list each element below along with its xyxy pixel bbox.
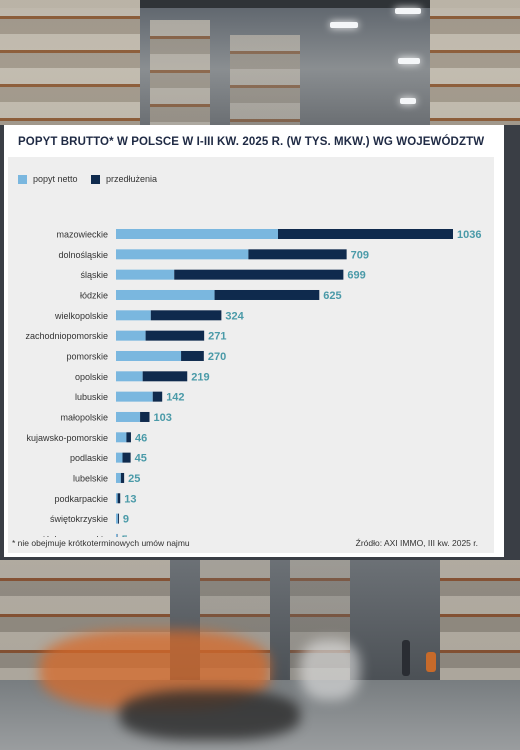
legend-label-popyt-netto: popyt netto xyxy=(33,174,78,184)
bar-popyt-netto-kujawsko-pomorskie xyxy=(116,432,127,443)
total-label: 270 xyxy=(208,351,226,363)
bar-popyt-netto-pomorskie xyxy=(116,350,182,361)
category-label: wielkopolskie xyxy=(54,311,108,321)
bar-popyt-netto-wielkopolskie xyxy=(116,310,151,321)
total-label: 699 xyxy=(347,270,365,282)
bar-popyt-netto-podkarpackie xyxy=(116,493,118,504)
chart-card: POPYT BRUTTO* W POLSCE W I-III KW. 2025 … xyxy=(4,125,504,557)
total-label: 271 xyxy=(208,331,226,343)
total-label: 219 xyxy=(191,371,209,383)
total-label: 13 xyxy=(124,493,136,505)
bar-przedluzenia-zachodniopomorskie xyxy=(145,330,205,341)
bar-popyt-netto-mazowieckie xyxy=(116,229,278,239)
chart-panel: popyt netto przedłużenia mazowieckie 1036… xyxy=(8,157,494,553)
category-label: podlaskie xyxy=(70,453,108,463)
bar-przedluzenia-dolnośląskie xyxy=(248,249,347,260)
category-label: lubelskie xyxy=(73,473,108,483)
warehouse-photo-top xyxy=(0,0,520,125)
bar-chart: mazowieckie 1036 dolnośląskie 709 śląskie 699… xyxy=(20,229,481,537)
bar-popyt-netto-łódzkie xyxy=(116,289,215,300)
category-label: mazowieckie xyxy=(56,230,108,240)
total-label: 25 xyxy=(128,473,140,485)
bar-przedluzenia-śląskie xyxy=(174,269,344,280)
bar-przedluzenia-mazowieckie xyxy=(277,229,453,239)
bar-popyt-netto-dolnośląskie xyxy=(116,249,249,260)
category-label: opolskie xyxy=(75,372,108,382)
total-label: 46 xyxy=(135,432,147,444)
category-label: pomorskie xyxy=(66,351,108,361)
warehouse-photo-bottom xyxy=(0,560,520,750)
category-label: dolnośląskie xyxy=(58,250,108,260)
category-label: podkarpackie xyxy=(54,494,108,504)
bar-przedluzenia-wielkopolskie xyxy=(150,310,222,321)
bar-popyt-netto-lubuskie xyxy=(116,391,153,402)
category-label: zachodniopomorskie xyxy=(25,331,108,341)
total-label: 1036 xyxy=(457,229,481,241)
legend-label-przedluzenia: przedłużenia xyxy=(106,174,158,184)
bar-przedluzenia-lubuskie xyxy=(152,391,163,402)
bar-popyt-netto-zachodniopomorskie xyxy=(116,330,146,341)
bar-popyt-netto-małopolskie xyxy=(116,411,141,422)
category-label: małopolskie xyxy=(60,412,108,422)
legend-item-przedluzenia: przedłużenia xyxy=(91,174,157,184)
bar-przedluzenia-podkarpackie xyxy=(117,493,121,504)
bar-popyt-netto-opolskie xyxy=(116,371,143,382)
total-label: 324 xyxy=(225,310,244,322)
source-note: Źródło: AXI IMMO, III kw. 2025 r. xyxy=(355,538,478,548)
bar-popyt-netto-lubelskie xyxy=(116,472,121,483)
footnote: * nie obejmuje krótkoterminowych umów na… xyxy=(12,538,190,548)
total-label: 103 xyxy=(154,412,172,424)
bar-przedluzenia-podlaskie xyxy=(122,452,131,463)
bar-popyt-netto-świętokrzyskie xyxy=(116,513,118,524)
bar-przedluzenia-opolskie xyxy=(142,371,188,382)
category-label: lubuskie xyxy=(75,392,108,402)
category-label: kujawsko-pomorskie xyxy=(26,433,108,443)
total-label: 5 xyxy=(122,534,128,537)
bar-przedluzenia-świętokrzyskie xyxy=(117,513,119,524)
total-label: 709 xyxy=(351,249,369,261)
bar-przedluzenia-lubelskie xyxy=(120,472,125,483)
category-label: świętokrzyskie xyxy=(50,514,108,524)
total-label: 45 xyxy=(135,453,147,465)
legend-item-popyt-netto: popyt netto xyxy=(18,174,78,184)
total-label: 9 xyxy=(123,514,129,526)
bar-przedluzenia-małopolskie xyxy=(140,411,150,422)
category-label: śląskie xyxy=(80,270,108,280)
category-label: warmińsko-mazurskie xyxy=(20,534,108,537)
category-label: łódzkie xyxy=(80,290,108,300)
total-label: 625 xyxy=(323,290,341,302)
bar-przedluzenia-łódzkie xyxy=(214,289,320,300)
legend-swatch-popyt-netto xyxy=(18,174,27,184)
bar-przedluzenia-kujawsko-pomorskie xyxy=(126,432,131,443)
total-label: 142 xyxy=(166,392,184,404)
chart-title: POPYT BRUTTO* W POLSCE W I-III KW. 2025 … xyxy=(18,136,485,148)
bar-przedluzenia-pomorskie xyxy=(181,350,204,361)
legend-swatch-przedluzenia xyxy=(91,174,100,184)
bar-popyt-netto-śląskie xyxy=(116,269,175,280)
bar-popyt-netto-warmińsko-mazurskie xyxy=(116,533,118,537)
bar-popyt-netto-podlaskie xyxy=(116,452,123,463)
